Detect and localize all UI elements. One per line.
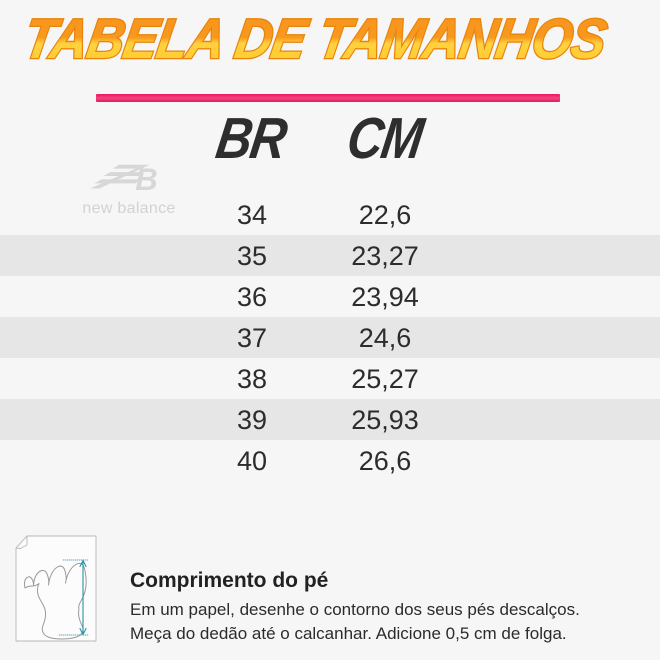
svg-text:B: B: [135, 163, 157, 197]
